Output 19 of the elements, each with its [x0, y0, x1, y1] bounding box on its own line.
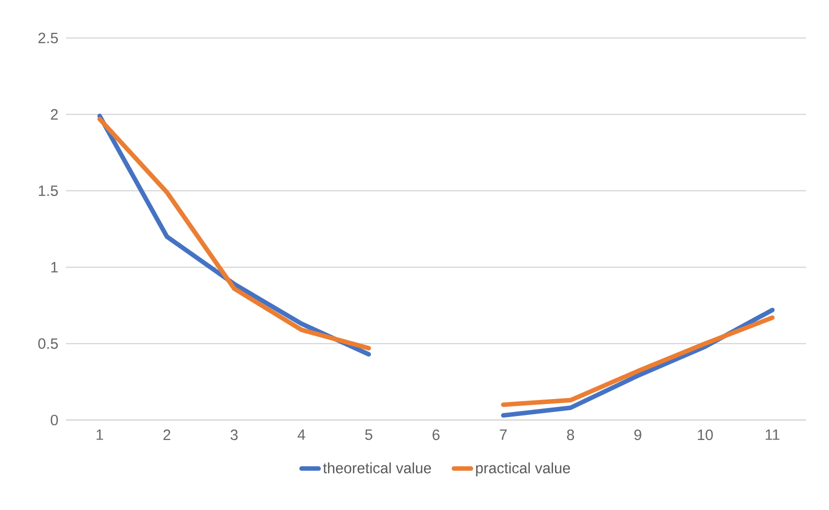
x-tick-label: 9	[634, 430, 642, 440]
y-tick-label: 2.5	[38, 32, 58, 44]
x-tick-label: 10	[698, 430, 713, 440]
x-tick-label: 5	[365, 430, 372, 440]
y-tick-label: 0.5	[38, 338, 58, 349]
y-tick-label: 0	[50, 414, 58, 426]
x-tick-label: 11	[766, 430, 780, 440]
legend-label: theoretical value	[323, 462, 431, 474]
x-tick-label: 7	[500, 430, 507, 440]
y-tick-label: 1	[51, 262, 58, 272]
x-tick-label: 2	[164, 430, 170, 440]
x-tick-label: 8	[567, 430, 574, 440]
legend-label: practical value	[476, 462, 570, 476]
x-tick-label: 6	[432, 430, 440, 440]
y-tick-label: 2	[50, 109, 58, 120]
x-tick-label: 1	[96, 430, 104, 440]
y-tick-label: 1.5	[38, 186, 58, 196]
x-tick-label: 3	[230, 430, 238, 440]
x-tick-label: 4	[298, 430, 306, 440]
